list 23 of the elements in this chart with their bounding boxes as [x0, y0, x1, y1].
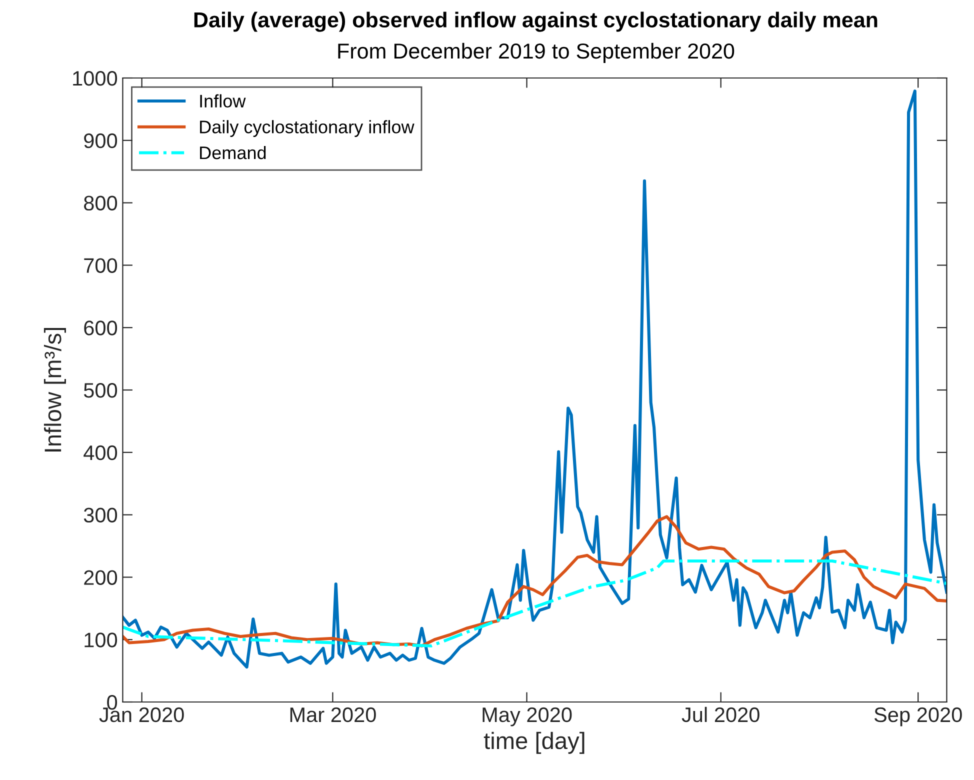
y-tick-label: 100 [84, 632, 118, 648]
y-tick-label: 1000 [73, 71, 118, 86]
y-tick-label: 0 [107, 695, 118, 710]
x-tick-label: Jan 2020 [99, 707, 184, 722]
y-tick-label: 500 [84, 383, 118, 398]
y-tick-label: 400 [84, 445, 118, 460]
legend-label: Daily cyclostationary inflow [200, 120, 414, 137]
y-tick-label: 900 [84, 133, 118, 148]
y-tick-label: 700 [84, 258, 118, 273]
y-tick-label: 600 [84, 320, 118, 336]
y-tick-label: 300 [84, 508, 118, 523]
chart-subtitle: From December 2019 to September 2020 [338, 42, 734, 63]
legend-label: Demand [200, 146, 266, 160]
y-axis-title: Inflow [m³/s] [44, 328, 66, 452]
x-axis-title: time [day] [484, 732, 584, 754]
y-tick-label: 800 [84, 196, 118, 211]
x-tick-label: Mar 2020 [290, 707, 376, 722]
legend-label: Inflow [200, 94, 246, 108]
x-tick-label: May 2020 [482, 707, 572, 726]
x-tick-label: Sep 2020 [874, 707, 962, 726]
x-tick-label: Jul 2020 [682, 706, 760, 722]
chart-title: Daily (average) observed inflow against cyclostationary daily mean [194, 12, 878, 32]
y-tick-label: 200 [84, 570, 118, 585]
